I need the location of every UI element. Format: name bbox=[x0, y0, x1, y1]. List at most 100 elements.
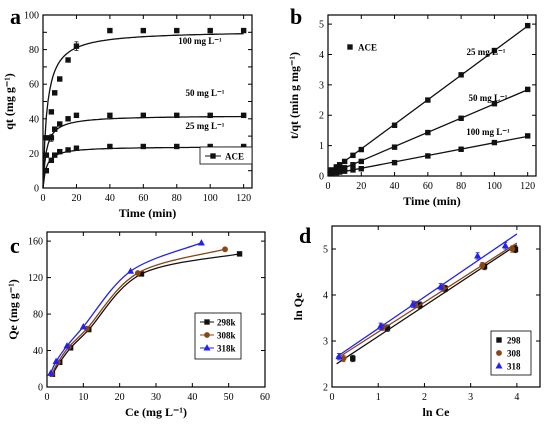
legend-label: ACE bbox=[225, 152, 244, 162]
y-tick-label: 60 bbox=[29, 80, 39, 91]
x-tick-label: 60 bbox=[138, 193, 148, 204]
panel-letter: b bbox=[290, 4, 302, 29]
legend-label: 308 bbox=[507, 349, 521, 359]
data-point bbox=[524, 22, 531, 29]
data-point bbox=[57, 76, 63, 82]
y-tick-label: 0 bbox=[319, 172, 324, 183]
x-tick-label: 3 bbox=[468, 392, 473, 403]
legend-box bbox=[199, 146, 253, 165]
data-point bbox=[140, 143, 147, 150]
panel-letter: c bbox=[10, 233, 20, 258]
data-point bbox=[491, 47, 498, 54]
data-point bbox=[437, 282, 445, 290]
data-point bbox=[409, 300, 417, 307]
data-point bbox=[358, 166, 364, 172]
data-point bbox=[341, 158, 348, 165]
y-tick-label: 4 bbox=[319, 50, 324, 61]
x-tick-label: 80 bbox=[172, 193, 182, 204]
data-point bbox=[52, 152, 58, 158]
data-point bbox=[350, 167, 356, 173]
panel-c: 0 10 20 30 40 50 60 0 40 80 120 160 Ce (mg L⁻¹) Qe (m… bbox=[6, 231, 270, 419]
data-point bbox=[140, 27, 147, 34]
data-point bbox=[458, 146, 464, 152]
y-tick-label: 2 bbox=[319, 111, 324, 122]
x-tick-label: 0 bbox=[330, 392, 335, 403]
data-point bbox=[491, 101, 498, 107]
data-point bbox=[52, 357, 60, 364]
x-axis-label: Ce (mg L⁻¹) bbox=[125, 405, 187, 419]
data-point bbox=[350, 152, 356, 159]
fit-line bbox=[336, 244, 518, 365]
data-point bbox=[391, 144, 398, 150]
x-tick-label: 40 bbox=[105, 193, 115, 204]
data-point bbox=[479, 262, 486, 269]
data-point bbox=[197, 239, 205, 246]
x-tick-label: 80 bbox=[456, 181, 466, 192]
series-label: 50 mg L⁻¹ bbox=[469, 93, 508, 103]
legend-label: 318 bbox=[507, 362, 521, 372]
y-axis-label: ln Qe bbox=[291, 292, 305, 320]
legend-marker bbox=[347, 44, 353, 50]
series-label: 100 mg L⁻¹ bbox=[178, 36, 222, 46]
data-point bbox=[65, 147, 71, 153]
data-point bbox=[48, 135, 55, 141]
legend-box bbox=[194, 312, 242, 360]
x-tick-label: 2 bbox=[422, 392, 427, 403]
series-label: 25 mg L⁻¹ bbox=[467, 47, 506, 57]
data-point bbox=[425, 129, 431, 136]
x-tick-label: 50 bbox=[224, 392, 234, 403]
y-tick-label: 4 bbox=[323, 291, 328, 302]
x-tick-label: 0 bbox=[326, 181, 331, 192]
x-tick-label: 4 bbox=[514, 392, 519, 403]
y-tick-label: 0 bbox=[38, 383, 43, 394]
x-tick-label: 100 bbox=[203, 193, 218, 204]
legend-marker bbox=[495, 362, 503, 369]
data-point bbox=[79, 323, 87, 330]
data-point bbox=[341, 168, 348, 174]
data-point bbox=[350, 162, 356, 168]
y-tick-label: 2 bbox=[323, 383, 328, 394]
data-point bbox=[107, 27, 113, 34]
y-tick-label: 3 bbox=[319, 80, 324, 91]
y-tick-label: 80 bbox=[33, 310, 43, 321]
data-point bbox=[377, 322, 385, 329]
legend-marker bbox=[204, 332, 210, 338]
data-point bbox=[63, 342, 71, 349]
data-point bbox=[358, 146, 364, 153]
x-tick-label: 40 bbox=[187, 392, 197, 403]
legend-label: 298 bbox=[507, 336, 521, 346]
data-point bbox=[65, 57, 71, 63]
data-point bbox=[47, 369, 55, 376]
legend-marker bbox=[210, 153, 216, 159]
data-point bbox=[43, 168, 50, 174]
data-point bbox=[107, 112, 113, 119]
x-tick-label: 100 bbox=[487, 181, 502, 192]
x-tick-label: 0 bbox=[41, 193, 46, 204]
y-tick-label: 20 bbox=[29, 149, 39, 160]
x-tick-label: 20 bbox=[115, 392, 125, 403]
fit-line bbox=[336, 233, 518, 358]
data-point bbox=[207, 112, 213, 119]
y-tick-label: 5 bbox=[323, 245, 328, 256]
data-point bbox=[336, 169, 343, 175]
fit-line bbox=[336, 242, 518, 360]
series-label: 25 mg L⁻¹ bbox=[186, 121, 225, 131]
panel-a: 0 20 40 60 80 100 120 0 20 40 60 80 100 Time (min) qt … bbox=[2, 4, 253, 220]
data-point bbox=[524, 133, 531, 139]
data-point bbox=[43, 135, 50, 141]
data-point bbox=[222, 246, 228, 253]
data-point bbox=[48, 109, 55, 115]
data-point bbox=[57, 121, 63, 127]
data-point bbox=[358, 158, 364, 165]
y-tick-label: 1 bbox=[319, 141, 324, 152]
data-point bbox=[425, 97, 431, 103]
data-point bbox=[509, 246, 516, 252]
x-tick-label: 1 bbox=[376, 392, 381, 403]
data-point bbox=[57, 148, 63, 155]
data-point bbox=[391, 159, 398, 166]
legend-label: 318k bbox=[217, 344, 236, 354]
data-point bbox=[425, 153, 431, 159]
data-point bbox=[174, 112, 180, 119]
x-tick-label: 60 bbox=[260, 392, 270, 403]
